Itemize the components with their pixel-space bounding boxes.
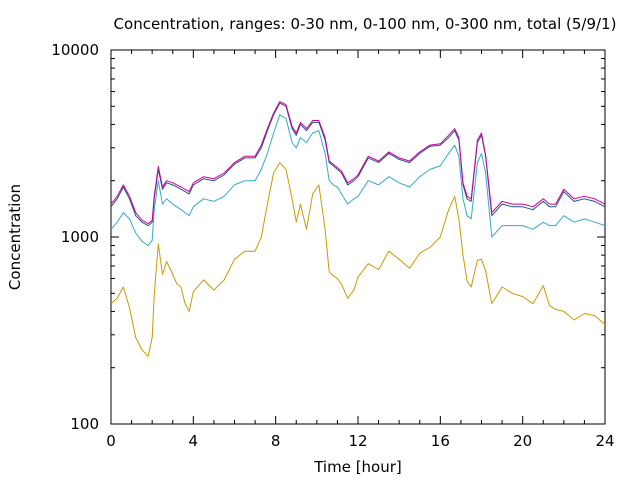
plot-frame [110,49,606,425]
x-tick-label: 4 [189,432,199,450]
x-tick-label: 12 [348,432,367,450]
x-tick-label: 8 [271,432,281,450]
series-line-3 [110,102,606,227]
y-axis-label: Concentration [6,184,24,290]
x-axis-label: Time [hour] [313,458,402,476]
x-tick-label: 16 [431,432,450,450]
series-lines [110,101,606,357]
x-tick-label: 20 [513,432,532,450]
series-line-1 [110,162,606,357]
series-line-4 [110,101,606,225]
y-tick-label: 100 [70,415,99,433]
x-tick-label: 24 [595,432,614,450]
y-tick-label: 10000 [51,41,99,59]
y-axis: 100 1000 10000 [51,41,605,433]
chart-title: Concentration, ranges: 0-30 nm, 0-100 nm… [114,15,617,33]
series-line-2 [110,114,606,247]
x-axis: 0 4 8 12 16 20 24 [106,50,615,450]
y-tick-label: 1000 [61,228,99,246]
x-tick-label: 0 [106,432,116,450]
